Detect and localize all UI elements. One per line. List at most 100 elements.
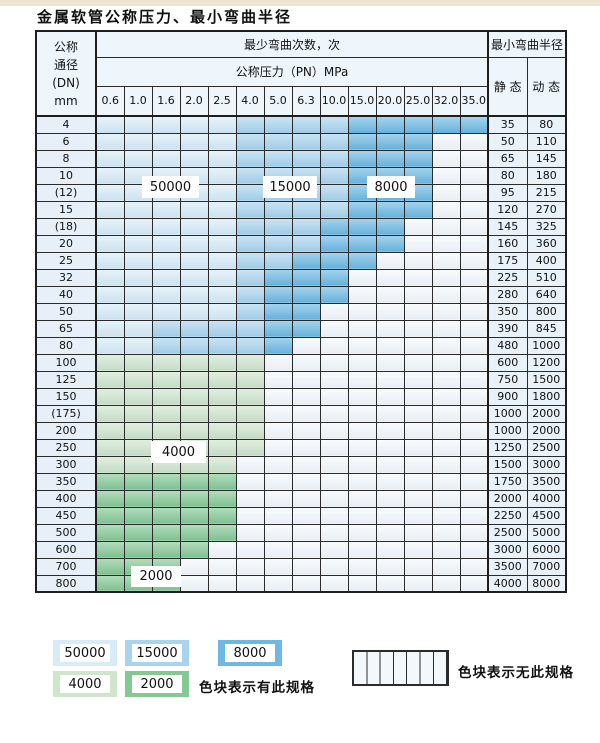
cell-spec-50000 <box>123 200 153 219</box>
dn-label: 80 <box>35 336 97 355</box>
static-radius-value: 390 <box>487 319 528 338</box>
cell-spec-2000 <box>151 540 181 559</box>
cycle-label-4000: 4000 <box>151 441 206 463</box>
cell-no-spec <box>375 319 405 338</box>
cell-spec-50000 <box>95 183 125 202</box>
cell-spec-15000 <box>235 285 265 304</box>
cell-spec-15000 <box>319 149 349 168</box>
cell-no-spec <box>459 353 489 372</box>
cell-no-spec <box>431 268 461 287</box>
cell-spec-4000 <box>95 404 125 423</box>
cell-spec-8000 <box>375 217 405 236</box>
dynamic-radius-value: 845 <box>526 319 567 338</box>
header-row-2: 公称压力（PN）MPa 静 态 动 态 <box>36 56 567 117</box>
cell-no-spec <box>459 302 489 321</box>
cell-spec-50000 <box>123 251 153 270</box>
cell-no-spec <box>459 574 489 593</box>
dynamic-radius-value: 5000 <box>526 523 567 542</box>
static-radius-value: 1500 <box>487 455 528 474</box>
dynamic-radius-value: 1800 <box>526 387 567 406</box>
cell-spec-15000 <box>207 319 237 338</box>
cell-no-spec <box>291 404 321 423</box>
cell-spec-8000 <box>403 132 433 151</box>
cell-spec-15000 <box>291 234 321 253</box>
cell-no-spec <box>403 472 433 491</box>
cell-spec-50000 <box>123 115 153 134</box>
cell-spec-50000 <box>151 251 181 270</box>
legend-swatch-8000-value: 8000 <box>225 644 275 662</box>
cell-no-spec <box>319 438 349 457</box>
spec-table-body: 4 35 80 6 50 110 8 65 145 10 80 180 (12) 95 215 15 120 27… <box>35 115 567 593</box>
cell-no-spec <box>291 472 321 491</box>
pressure-col-header: 32.0 <box>431 85 461 117</box>
cell-spec-4000 <box>207 370 237 389</box>
table-row-dn-250: 250 1250 2500 <box>35 438 567 457</box>
cell-no-spec <box>431 489 461 508</box>
cell-spec-8000 <box>319 217 349 236</box>
cell-no-spec <box>347 387 377 406</box>
dynamic-radius-value: 3000 <box>526 455 567 474</box>
cell-spec-2000 <box>123 523 153 542</box>
cell-no-spec <box>347 421 377 440</box>
cell-spec-8000 <box>347 115 377 134</box>
cell-no-spec <box>319 574 349 593</box>
cell-spec-2000 <box>179 472 209 491</box>
dn-label: 200 <box>35 421 97 440</box>
cell-spec-15000 <box>235 234 265 253</box>
cell-spec-15000 <box>235 319 265 338</box>
static-radius-value: 95 <box>487 183 528 202</box>
static-radius-value: 480 <box>487 336 528 355</box>
cell-spec-2000 <box>123 472 153 491</box>
bend-cycles-header: 最少弯曲次数，次 <box>95 30 489 58</box>
cell-spec-2000 <box>151 472 181 491</box>
dn-label: 125 <box>35 370 97 389</box>
cell-spec-8000 <box>291 285 321 304</box>
table-row-dn-18: (18) 145 325 <box>35 217 567 236</box>
cell-spec-8000 <box>375 115 405 134</box>
cell-spec-4000 <box>207 421 237 440</box>
cell-no-spec <box>375 404 405 423</box>
cell-no-spec <box>459 387 489 406</box>
static-radius-value: 1000 <box>487 404 528 423</box>
cell-no-spec <box>347 353 377 372</box>
static-radius-value: 2250 <box>487 506 528 525</box>
cell-no-spec <box>459 370 489 389</box>
cell-spec-4000 <box>95 438 125 457</box>
cell-spec-8000 <box>319 285 349 304</box>
cell-no-spec <box>459 557 489 576</box>
cell-no-spec <box>459 166 489 185</box>
table-row-dn-200: 200 1000 2000 <box>35 421 567 440</box>
cell-no-spec <box>403 319 433 338</box>
table-row-dn-25: 25 175 400 <box>35 251 567 270</box>
dn-label: 40 <box>35 285 97 304</box>
cell-no-spec <box>291 387 321 406</box>
cell-no-spec <box>263 489 293 508</box>
static-radius-value: 65 <box>487 149 528 168</box>
static-radius-value: 280 <box>487 285 528 304</box>
cell-no-spec <box>375 523 405 542</box>
legend-swatch-8000: 8000 <box>218 640 282 666</box>
dn-label: 100 <box>35 353 97 372</box>
legend-swatch-2000: 2000 <box>125 671 189 697</box>
legend-swatch-50000: 50000 <box>53 640 117 666</box>
cell-spec-8000 <box>375 132 405 151</box>
page-title: 金属软管公称压力、最小弯曲半径 <box>37 8 293 26</box>
cell-no-spec <box>403 489 433 508</box>
cell-spec-2000 <box>95 472 125 491</box>
cell-spec-15000 <box>263 251 293 270</box>
pressure-col-header: 0.6 <box>95 85 125 117</box>
cell-spec-15000 <box>151 319 181 338</box>
cell-spec-50000 <box>123 132 153 151</box>
cell-no-spec <box>263 370 293 389</box>
legend-swatch-15000-value: 15000 <box>132 644 182 662</box>
cell-no-spec <box>375 251 405 270</box>
cell-no-spec <box>459 421 489 440</box>
cell-no-spec <box>319 353 349 372</box>
cell-spec-2000 <box>123 489 153 508</box>
static-radius-value: 225 <box>487 268 528 287</box>
cell-spec-2000 <box>95 557 125 576</box>
cell-spec-2000 <box>151 523 181 542</box>
cell-no-spec <box>291 523 321 542</box>
cell-no-spec <box>319 370 349 389</box>
pressure-col-header: 25.0 <box>403 85 433 117</box>
